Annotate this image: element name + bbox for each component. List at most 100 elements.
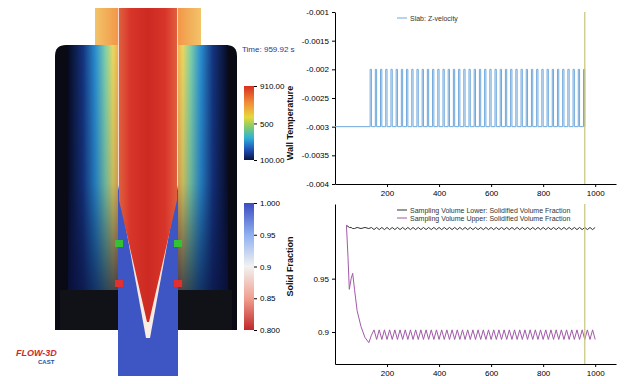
colorbar-title: Solid Fraction [285, 236, 295, 296]
y-axis-tick-label: -0.0025 [302, 94, 330, 103]
y-axis-tick: -0.0025 [302, 94, 335, 103]
y-axis-tick: 0.9 [318, 328, 335, 337]
x-axis-tick-mark [439, 184, 440, 187]
legend: Slab: Z-velocity [397, 15, 458, 23]
colorbar-axis-tick-label: 0.800 [260, 326, 281, 335]
colorbar-axis-tick-mark [254, 203, 257, 204]
x-axis-tick-mark [387, 184, 388, 187]
y-axis-tick: -0.003 [306, 123, 335, 132]
x-axis-tick: 400 [433, 184, 447, 198]
colorbar-axis-tick: 0.800 [254, 326, 281, 335]
legend-swatch [397, 210, 407, 211]
legend-label: Sampling Volume Upper: Solidified Volume… [410, 215, 570, 223]
x-axis-tick-mark [543, 184, 544, 187]
legend: Sampling Volume Lower: Solidified Volume… [397, 207, 570, 223]
x-axis-tick: 600 [485, 364, 499, 378]
x-axis-tick-label: 200 [381, 369, 395, 378]
legend-label: Sampling Volume Lower: Solidified Volume… [410, 207, 570, 215]
y-axis-tick-mark [332, 279, 335, 280]
simulation-view [55, 8, 237, 376]
x-axis-tick-label: 200 [381, 189, 395, 198]
x-axis-tick: 600 [485, 184, 499, 198]
y-axis-tick-label: -0.003 [306, 123, 329, 132]
y-axis: -0.004 -0.0035 -0.003 -0.0025 -0.002 -0.0015 -… [302, 8, 336, 189]
x-axis-tick-label: 600 [485, 189, 499, 198]
colorbar-axis-tick-mark [254, 298, 257, 299]
colorbar-title: Wall Temperature [285, 86, 295, 161]
x-axis-tick-label: 800 [537, 189, 551, 198]
colorbar-axis-tick: 1.000 [254, 199, 281, 208]
y-axis-tick-label: -0.004 [306, 180, 329, 189]
colorbar-axis-tick: 0.95 [254, 231, 276, 240]
y-axis-tick: -0.004 [306, 180, 335, 189]
y-axis-tick-mark [332, 98, 335, 99]
colorbar-axis-tick: 100.00 [254, 156, 285, 165]
x-axis-tick: 1000 [587, 364, 605, 378]
y-axis-tick-mark [332, 127, 335, 128]
x-axis-tick-label: 600 [485, 369, 499, 378]
y-axis-line [335, 205, 336, 365]
colorbar-axis-tick-mark [254, 235, 257, 236]
slab [118, 8, 178, 376]
x-axis-tick-mark [491, 364, 492, 367]
x-axis-tick: 200 [381, 184, 395, 198]
y-axis-tick-label: -0.0015 [302, 37, 330, 46]
x-axis-tick-mark [543, 364, 544, 367]
x-axis-tick: 800 [537, 184, 551, 198]
logo: FLOW-3D [16, 348, 57, 358]
colorbar [244, 203, 254, 330]
y-axis-tick-mark [332, 69, 335, 70]
colorbar-axis-tick-mark [254, 330, 257, 331]
colorbar-axis-tick: 910.00 [254, 82, 285, 91]
legend-label: Slab: Z-velocity [410, 15, 458, 23]
canvas: Time: 959.92 sFLOW-3DCAST910.00500100.00… [0, 0, 624, 384]
y-axis-tick: -0.001 [306, 8, 335, 17]
colorbar-axis-tick: 0.9 [254, 263, 272, 272]
y-axis-tick-mark [332, 41, 335, 42]
series-line [346, 225, 595, 342]
sampling-volume [115, 280, 123, 287]
sampling-volume [174, 280, 182, 287]
x-axis: 2004006008001000 [336, 184, 617, 198]
time-label: Time: 959.92 s [242, 45, 295, 54]
y-axis-tick: 0.95 [313, 275, 335, 284]
y-axis-tick: -0.002 [306, 65, 335, 74]
x-axis-tick-mark [595, 364, 596, 367]
sampling-volume [115, 240, 123, 247]
sampling-volume [174, 240, 182, 247]
y-axis-tick: -0.0035 [302, 151, 335, 160]
series-line [335, 69, 585, 126]
x-axis-tick: 800 [537, 364, 551, 378]
colorbar-axis-tick-label: 0.85 [260, 294, 276, 303]
x-axis-line [336, 364, 617, 365]
plot-area [335, 12, 585, 184]
y-axis-tick: -0.0015 [302, 37, 335, 46]
x-axis-tick-label: 400 [433, 369, 447, 378]
x-axis-tick-label: 1000 [587, 369, 605, 378]
colorbar-axis-tick: 500 [254, 120, 274, 129]
legend-swatch [397, 18, 407, 19]
colorbar-axis-tick-label: 500 [260, 120, 274, 129]
y-axis-tick-mark [332, 12, 335, 13]
y-axis-tick-mark [332, 184, 335, 185]
time-marker [584, 12, 585, 184]
chart: 200 400 600 800 1000 0.9 0.95 Sampling Volume L… [313, 204, 616, 378]
x-axis: 200 400 600 800 1000 [336, 364, 617, 378]
colorbar-axis-tick-mark [254, 160, 257, 161]
colorbar-axis-tick-label: 0.95 [260, 231, 276, 240]
liquid-core [119, 8, 177, 322]
y-axis-tick-label: 0.9 [318, 328, 330, 337]
colorbar-axis: 1.000 0.95 0.9 0.85 0.800 [254, 199, 281, 335]
colorbar-axis-tick-mark [254, 123, 257, 124]
x-axis-tick: 200 [381, 364, 395, 378]
plot-area [346, 204, 595, 364]
x-axis-line [336, 184, 617, 185]
x-axis-tick-mark [491, 184, 492, 187]
x-axis-tick-label: 800 [537, 369, 551, 378]
y-axis-tick-label: -0.001 [306, 8, 329, 17]
x-axis-tick-mark [439, 364, 440, 367]
y-axis-tick-label: -0.002 [306, 65, 329, 74]
colorbar-axis: 910.00 500 100.00 [254, 82, 285, 165]
y-axis-line [335, 13, 336, 185]
x-axis-tick-label: 400 [433, 189, 447, 198]
